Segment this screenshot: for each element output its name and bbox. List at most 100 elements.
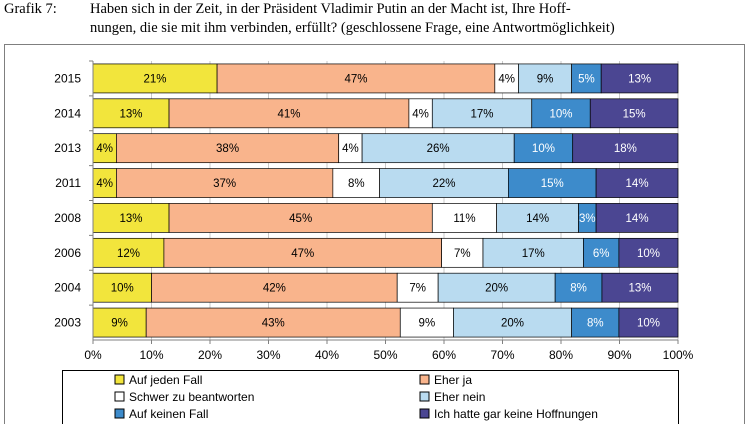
bar-segment — [554, 272, 603, 303]
bar-segment — [601, 272, 679, 303]
y-tick-label: 2008 — [54, 211, 81, 225]
bar-data-label: 22% — [432, 178, 455, 190]
bar-segment — [92, 307, 147, 338]
x-tick-label: 70% — [490, 348, 514, 362]
bar-data-label: 15% — [541, 178, 564, 190]
bar-data-label: 37% — [213, 178, 236, 190]
bar-data-label: 47% — [344, 73, 367, 85]
bar-data-label: 14% — [626, 178, 649, 190]
bar-data-label: 5% — [578, 73, 595, 85]
x-tick-label: 50% — [373, 348, 397, 362]
bar-data-label: 4% — [342, 143, 359, 155]
bar-segment — [396, 272, 439, 303]
bar-segment — [92, 63, 218, 94]
bar-segment — [518, 63, 572, 94]
bar-segment — [431, 203, 497, 233]
x-tick-label: 90% — [607, 348, 631, 362]
bar-segment — [145, 307, 401, 338]
bar-data-label: 15% — [623, 108, 646, 120]
bar-segment — [163, 237, 442, 268]
y-tick-label: 2011 — [55, 176, 81, 190]
bar-data-label: 4% — [96, 143, 113, 155]
bar-segment — [92, 237, 165, 268]
bar-data-label: 9% — [537, 73, 554, 85]
bar-data-label: 20% — [501, 318, 524, 330]
legend-label: Auf keinen Fall — [129, 407, 208, 421]
y-tick-label: 2014 — [54, 106, 81, 120]
bar-data-label: 47% — [291, 248, 314, 260]
bar-data-label: 10% — [549, 108, 572, 120]
legend-label: Auf jeden Fall — [129, 373, 202, 387]
bar-data-label: 9% — [111, 318, 128, 330]
bar-data-label: 8% — [570, 283, 587, 295]
bar-data-label: 45% — [289, 213, 312, 225]
figure-title: Haben sich in der Zeit, in der Präsident… — [90, 0, 746, 38]
bar-data-label: 17% — [522, 248, 545, 260]
bar-segment — [595, 203, 679, 233]
bar-segment — [618, 307, 679, 338]
legend-box — [62, 370, 679, 424]
legend-label: Ich hatte gar keine Hoffnungen — [434, 407, 598, 421]
bar-data-label: 13% — [120, 108, 143, 120]
bar-data-label: 13% — [628, 283, 651, 295]
x-tick-label: 80% — [549, 348, 573, 362]
bars: 21% 47% 4% 9% 5% 13% 13% 41% 4% 17% 10% 15% 4% 38% 4% 2… — [92, 63, 679, 338]
bar-segment — [151, 272, 398, 303]
bar-data-label: 3% — [579, 213, 596, 225]
bar-segment — [571, 63, 602, 94]
bar-segment — [361, 133, 515, 164]
bar-data-label: 4% — [412, 108, 429, 120]
legend-label: Eher nein — [434, 390, 485, 404]
legend-swatch — [419, 408, 430, 419]
bar-data-label: 26% — [427, 143, 450, 155]
bar-data-label: 11% — [453, 213, 475, 225]
bar-segment — [168, 203, 433, 233]
bar-data-label: 18% — [614, 143, 637, 155]
y-tick-label: 2003 — [54, 316, 81, 330]
bar-segment — [92, 272, 152, 303]
legend: Auf jeden Fall Eher ja Schwer zu beantwort… — [62, 370, 679, 424]
bar-segment — [92, 98, 170, 129]
axes: 0% 10% 20% 30% 40% 50% 60% 70% 80% 90% 100% 2015 201… — [54, 60, 694, 362]
figure-label: Grafik 7: — [4, 1, 57, 17]
bar-segment — [453, 307, 572, 338]
bar-data-label: 43% — [262, 318, 285, 330]
legend-label: Schwer zu beantworten — [129, 390, 254, 404]
bar-data-label: 12% — [117, 248, 140, 260]
legend-swatch — [419, 374, 430, 385]
bar-segment — [216, 63, 496, 94]
bar-data-label: 4% — [498, 73, 515, 85]
y-tick-label: 2006 — [54, 246, 81, 260]
bar-segment — [441, 237, 484, 268]
bar-data-label: 9% — [419, 318, 436, 330]
bar-data-label: 41% — [277, 108, 300, 120]
bar-data-label: 14% — [626, 213, 649, 225]
legend-label: Eher ja — [434, 373, 472, 387]
bar-segment — [431, 98, 533, 129]
x-tick-label: 40% — [315, 348, 339, 362]
bar-data-label: 13% — [120, 213, 143, 225]
bar-segment — [571, 307, 620, 338]
bar-segment — [595, 168, 679, 198]
bar-segment — [482, 237, 584, 268]
legend-swatch — [114, 391, 125, 402]
bar-data-label: 21% — [144, 73, 167, 85]
bar-data-label: 13% — [628, 73, 651, 85]
bar-data-label: 10% — [532, 143, 555, 155]
bar-segment — [116, 133, 340, 164]
bar-segment — [513, 133, 574, 164]
legend-swatch — [419, 391, 430, 402]
bar-segment — [332, 168, 381, 198]
bar-data-label: 4% — [96, 178, 113, 190]
y-tick-label: 2015 — [54, 71, 81, 85]
bar-segment — [168, 98, 410, 129]
bar-segment — [600, 63, 679, 94]
bar-data-label: 38% — [216, 143, 239, 155]
bar-data-label: 10% — [637, 248, 660, 260]
y-tick-label: 2004 — [54, 281, 81, 295]
bar-data-label: 8% — [348, 178, 365, 190]
bar-data-label: 10% — [111, 283, 134, 295]
x-tick-label: 100% — [663, 348, 694, 362]
bar-segment — [116, 168, 334, 198]
